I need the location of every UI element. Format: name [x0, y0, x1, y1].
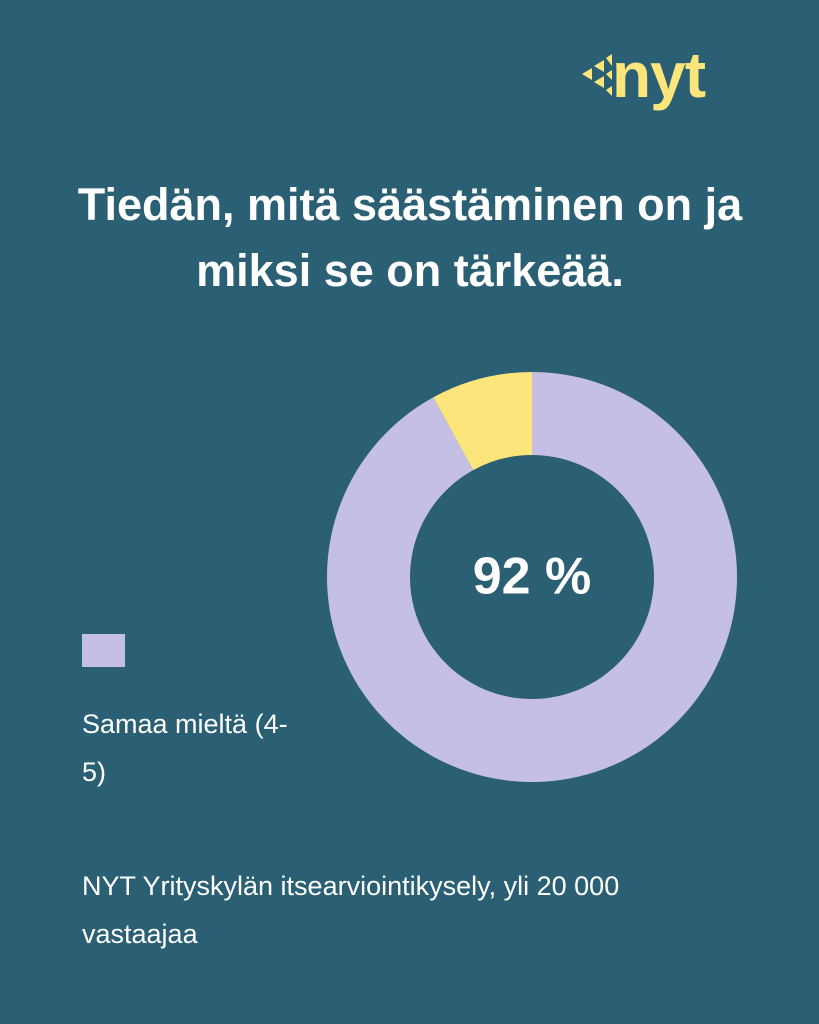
source-note: NYT Yrityskylän itsearviointikysely, yli…	[82, 871, 620, 949]
chart-title: Tiedän, mitä säästäminen on ja miksi se …	[77, 179, 743, 296]
donut-segment	[327, 372, 737, 783]
logo-icon	[582, 54, 612, 96]
legend-label: Samaa mieltä (4-5)	[82, 709, 288, 787]
logo: nyt	[612, 39, 706, 111]
legend-swatch	[82, 634, 125, 667]
center-label: 92 %	[473, 548, 592, 606]
donut-segment	[433, 372, 532, 471]
